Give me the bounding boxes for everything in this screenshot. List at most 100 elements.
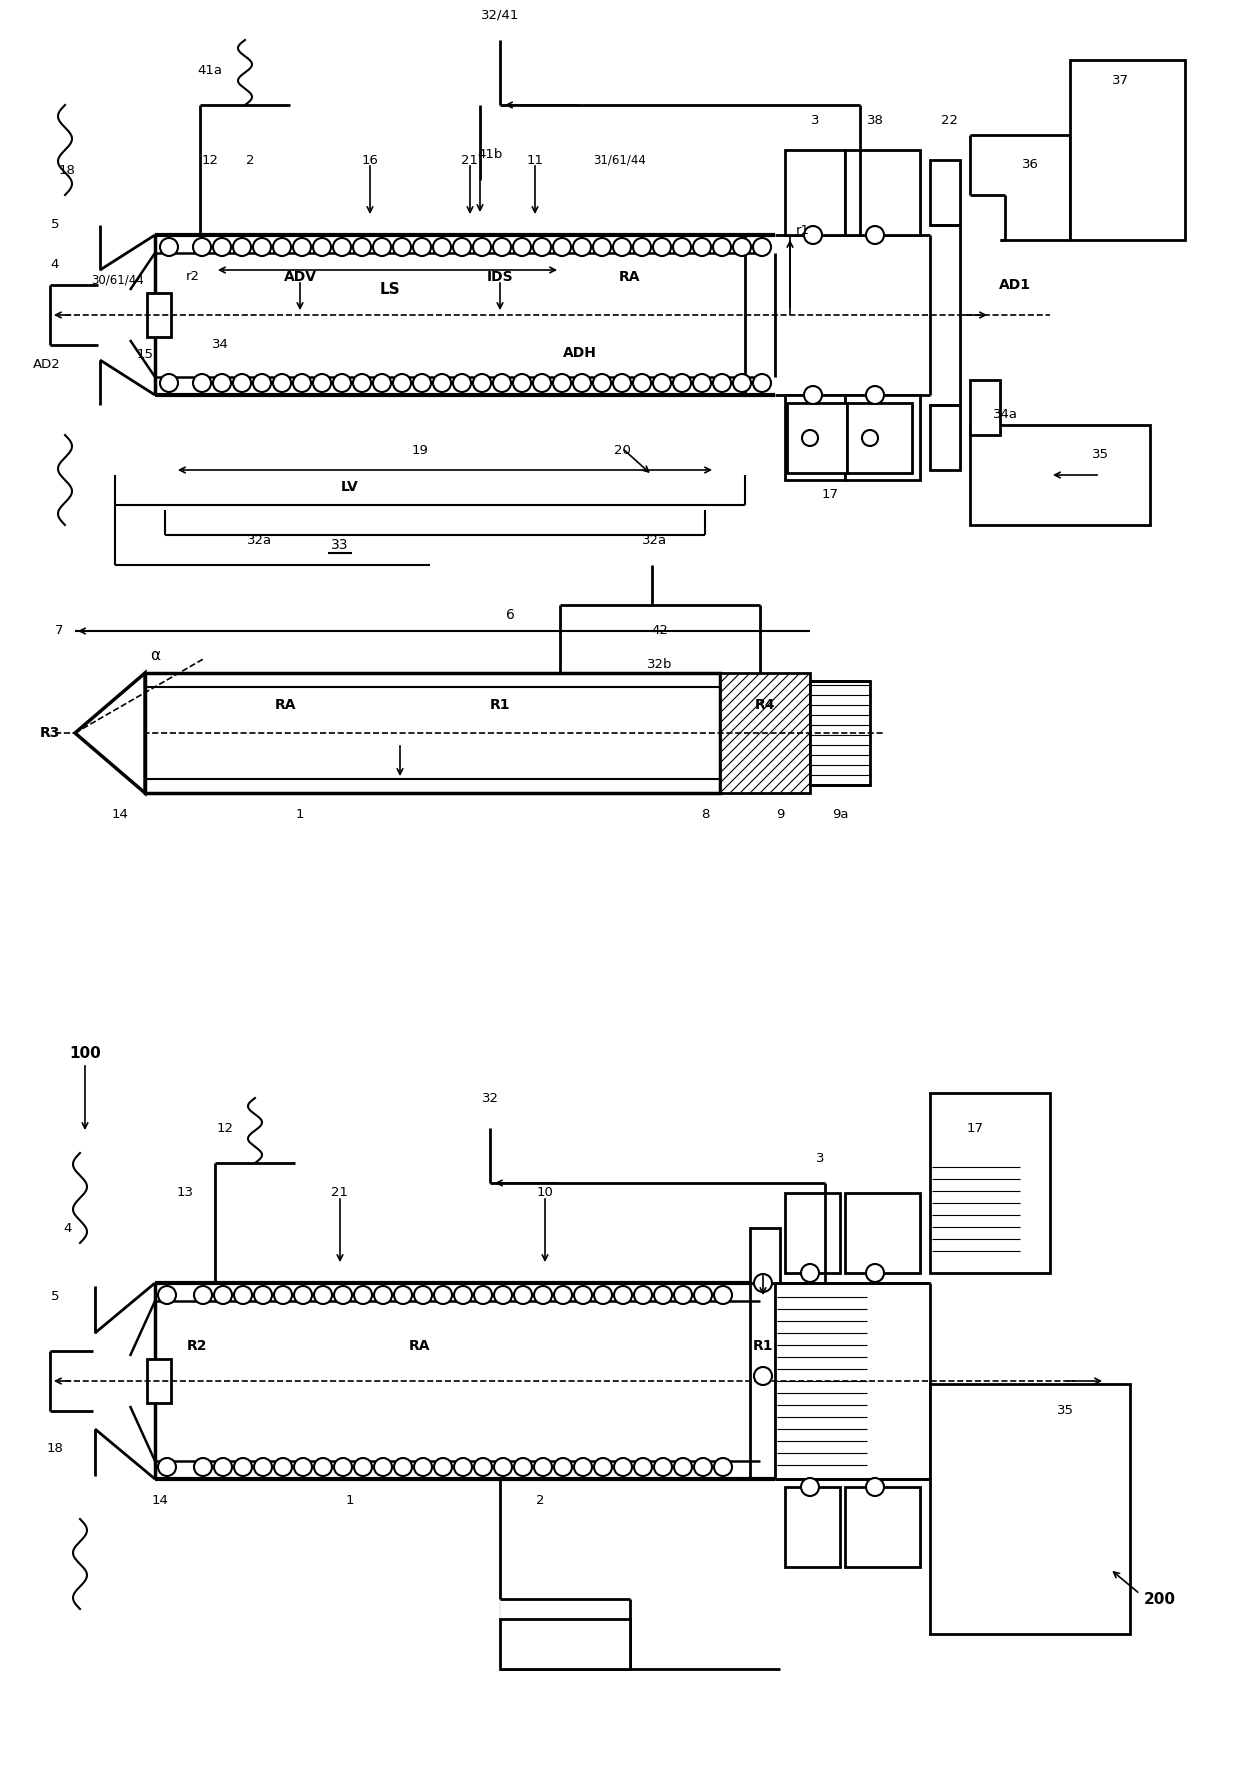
Circle shape xyxy=(193,238,211,256)
Text: 35: 35 xyxy=(1091,448,1109,462)
Text: R4: R4 xyxy=(755,698,775,713)
Text: RA: RA xyxy=(274,698,296,713)
Circle shape xyxy=(573,238,591,256)
Circle shape xyxy=(353,1458,372,1476)
Circle shape xyxy=(293,374,311,392)
Circle shape xyxy=(632,238,651,256)
Text: 36: 36 xyxy=(1022,158,1038,172)
Circle shape xyxy=(733,238,751,256)
Circle shape xyxy=(193,1286,212,1304)
Circle shape xyxy=(314,1458,332,1476)
Bar xyxy=(930,159,960,226)
Circle shape xyxy=(653,238,671,256)
Circle shape xyxy=(693,238,711,256)
Text: 6: 6 xyxy=(506,607,515,621)
Circle shape xyxy=(573,374,591,392)
Circle shape xyxy=(374,1286,392,1304)
Text: 32a: 32a xyxy=(248,534,273,546)
Text: 21: 21 xyxy=(461,154,479,167)
Circle shape xyxy=(393,374,410,392)
Text: 35: 35 xyxy=(1056,1404,1074,1417)
Text: 41b: 41b xyxy=(477,149,502,161)
Circle shape xyxy=(472,374,491,392)
Circle shape xyxy=(233,238,250,256)
Circle shape xyxy=(274,1458,291,1476)
Circle shape xyxy=(574,1286,591,1304)
Text: IDS: IDS xyxy=(486,270,513,285)
Text: 2: 2 xyxy=(536,1494,544,1508)
Circle shape xyxy=(254,1286,272,1304)
Text: 7: 7 xyxy=(55,625,63,638)
Circle shape xyxy=(394,1286,412,1304)
Circle shape xyxy=(634,1458,652,1476)
Bar xyxy=(970,424,1149,525)
Circle shape xyxy=(653,374,671,392)
Circle shape xyxy=(494,238,511,256)
Text: 3: 3 xyxy=(811,113,820,127)
Circle shape xyxy=(294,1286,312,1304)
Circle shape xyxy=(273,238,291,256)
Circle shape xyxy=(314,1286,332,1304)
Text: 2: 2 xyxy=(246,154,254,167)
Circle shape xyxy=(533,374,551,392)
Circle shape xyxy=(634,1286,652,1304)
Circle shape xyxy=(866,1478,884,1495)
Circle shape xyxy=(693,374,711,392)
Circle shape xyxy=(494,1286,512,1304)
Circle shape xyxy=(213,374,231,392)
Bar xyxy=(844,1487,920,1567)
Circle shape xyxy=(334,1458,352,1476)
Text: 10: 10 xyxy=(537,1186,553,1200)
Bar xyxy=(787,403,847,473)
Bar xyxy=(720,673,810,793)
Circle shape xyxy=(253,374,272,392)
Circle shape xyxy=(160,238,179,256)
Circle shape xyxy=(234,1458,252,1476)
Circle shape xyxy=(193,1458,212,1476)
Text: LV: LV xyxy=(341,480,358,494)
Bar xyxy=(785,1193,839,1273)
Circle shape xyxy=(353,374,371,392)
Circle shape xyxy=(453,374,471,392)
Circle shape xyxy=(434,1458,453,1476)
Circle shape xyxy=(373,374,391,392)
Bar xyxy=(1070,61,1185,240)
Circle shape xyxy=(373,238,391,256)
Circle shape xyxy=(414,1458,432,1476)
Circle shape xyxy=(453,238,471,256)
Text: 16: 16 xyxy=(362,154,378,167)
Circle shape xyxy=(193,374,211,392)
Circle shape xyxy=(613,374,631,392)
Circle shape xyxy=(513,238,531,256)
Circle shape xyxy=(593,238,611,256)
Text: LS: LS xyxy=(379,283,401,297)
Bar xyxy=(847,403,911,473)
Circle shape xyxy=(294,1458,312,1476)
Text: r2: r2 xyxy=(186,270,200,283)
Text: 9a: 9a xyxy=(832,808,848,822)
Circle shape xyxy=(515,1286,532,1304)
Text: 1: 1 xyxy=(346,1494,355,1508)
Circle shape xyxy=(753,238,771,256)
Circle shape xyxy=(866,226,884,244)
Circle shape xyxy=(753,374,771,392)
Circle shape xyxy=(594,1286,613,1304)
Text: 42: 42 xyxy=(651,623,668,636)
Text: r1: r1 xyxy=(796,224,810,236)
Circle shape xyxy=(472,238,491,256)
Circle shape xyxy=(474,1458,492,1476)
Circle shape xyxy=(733,374,751,392)
Circle shape xyxy=(393,238,410,256)
Circle shape xyxy=(713,238,732,256)
Text: 15: 15 xyxy=(136,349,154,362)
Text: 17: 17 xyxy=(966,1121,983,1134)
Text: 38: 38 xyxy=(867,113,883,127)
Bar xyxy=(145,673,720,793)
Circle shape xyxy=(534,1286,552,1304)
Text: 13: 13 xyxy=(176,1186,193,1200)
Text: 32/41: 32/41 xyxy=(481,9,520,21)
Text: 20: 20 xyxy=(614,444,630,457)
Text: RA: RA xyxy=(409,1340,430,1352)
Circle shape xyxy=(454,1458,472,1476)
Bar xyxy=(970,380,999,435)
